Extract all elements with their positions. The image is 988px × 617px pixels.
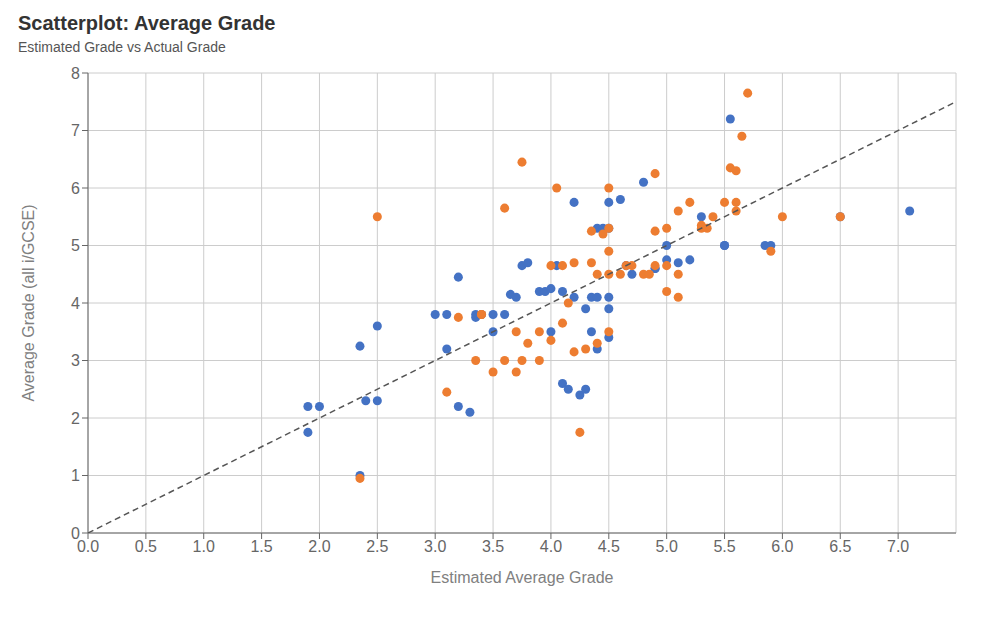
svg-text:2.5: 2.5 <box>366 538 388 555</box>
svg-text:7: 7 <box>71 122 80 139</box>
svg-text:3: 3 <box>71 352 80 369</box>
svg-text:4.0: 4.0 <box>540 538 562 555</box>
svg-text:Average Grade (all i/GCSE): Average Grade (all i/GCSE) <box>20 204 37 401</box>
svg-text:7.0: 7.0 <box>887 538 909 555</box>
svg-text:Estimated Average Grade: Estimated Average Grade <box>431 569 614 586</box>
svg-text:3.0: 3.0 <box>424 538 446 555</box>
html-text:Scatterplot: Average Grade: Scatterplot: Average Grade <box>18 12 276 34</box>
svg-text:5.5: 5.5 <box>713 538 735 555</box>
svg-text:6.5: 6.5 <box>829 538 851 555</box>
svg-text:2: 2 <box>71 410 80 427</box>
svg-text:0: 0 <box>71 525 80 542</box>
svg-text:3.5: 3.5 <box>482 538 504 555</box>
svg-text:4.5: 4.5 <box>598 538 620 555</box>
html-text:Estimated Grade vs Actual Grad: Estimated Grade vs Actual Grade <box>18 39 226 55</box>
svg-text:5: 5 <box>71 237 80 254</box>
svg-text:6.0: 6.0 <box>771 538 793 555</box>
svg-text:5.0: 5.0 <box>656 538 678 555</box>
svg-text:1.0: 1.0 <box>193 538 215 555</box>
svg-text:8: 8 <box>71 65 80 82</box>
svg-text:2.0: 2.0 <box>308 538 330 555</box>
svg-text:4: 4 <box>71 295 80 312</box>
svg-text:1: 1 <box>71 467 80 484</box>
svg-text:0.0: 0.0 <box>77 538 99 555</box>
svg-text:1.5: 1.5 <box>250 538 272 555</box>
svg-text:0.5: 0.5 <box>135 538 157 555</box>
svg-text:6: 6 <box>71 180 80 197</box>
